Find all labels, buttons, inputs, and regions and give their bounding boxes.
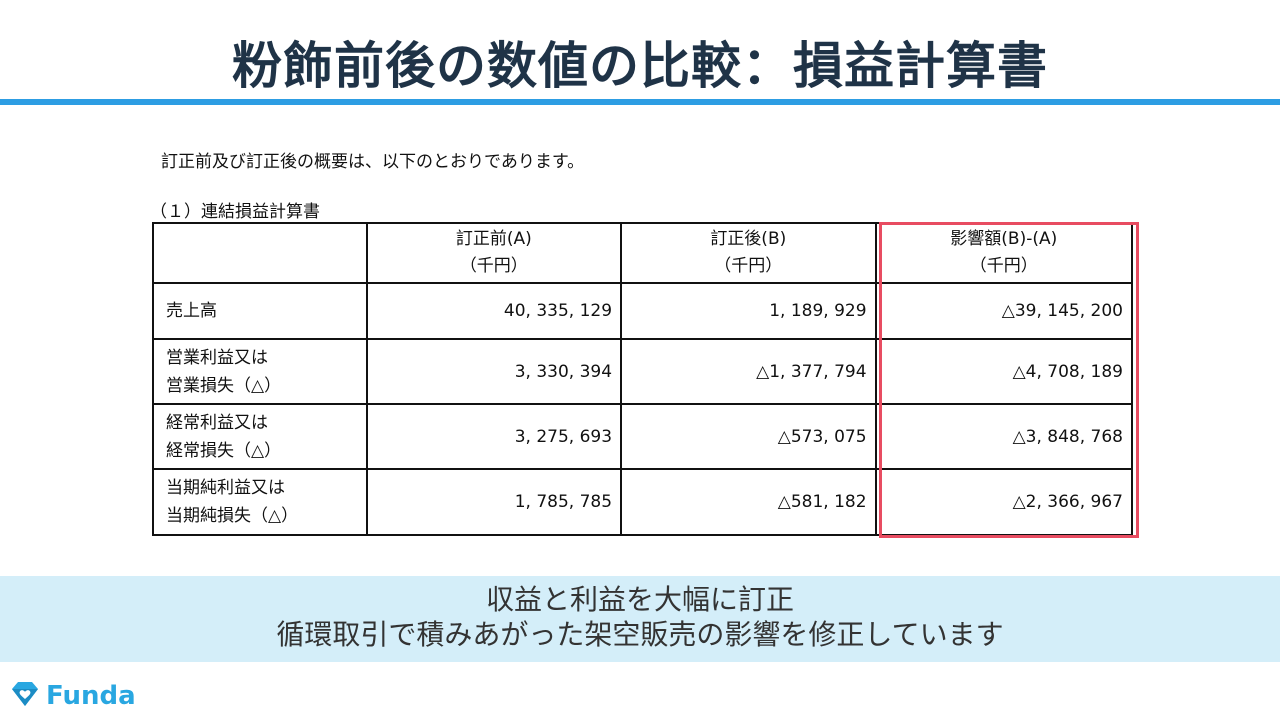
value-after: △573, 075 [620, 403, 877, 470]
row-label-line2: 営業損失（△） [166, 375, 282, 396]
header-after-unit: （千円） [714, 256, 783, 276]
header-impact: 影響額(B)-(A) （千円） [874, 222, 1134, 284]
value-after: △581, 182 [620, 468, 877, 536]
header-before-title: 訂正前(A) [455, 229, 532, 249]
header-before-unit: （千円） [459, 256, 528, 276]
row-label: 営業利益又は 営業損失（△） [152, 338, 368, 405]
header-before: 訂正前(A) （千円） [365, 222, 623, 284]
summary-banner: 収益と利益を大幅に訂正 循環取引で積みあがった架空販売の影響を修正しています [0, 576, 1280, 662]
value-impact: △3, 848, 768 [874, 403, 1134, 470]
logo-text: Funda [46, 681, 136, 711]
value-after: △1, 377, 794 [620, 338, 877, 405]
title-divider [0, 99, 1280, 105]
table-row: 売上高 40, 335, 129 1, 189, 929 △39, 145, 2… [152, 282, 1134, 340]
header-impact-unit: （千円） [969, 256, 1038, 276]
table-header-row: 訂正前(A) （千円） 訂正後(B) （千円） 影響額(B)-(A) （千円） [152, 222, 1134, 284]
row-label: 当期純利益又は 当期純損失（△） [152, 468, 368, 536]
row-label: 経常利益又は 経常損失（△） [152, 403, 368, 470]
funda-logo: Funda [10, 680, 136, 712]
value-before: 40, 335, 129 [365, 282, 623, 340]
value-impact: △4, 708, 189 [874, 338, 1134, 405]
row-label-line1: 当期純利益又は [166, 478, 285, 498]
value-before: 3, 275, 693 [365, 403, 623, 470]
banner-line-1: 収益と利益を大幅に訂正 [485, 583, 794, 616]
table-row: 営業利益又は 営業損失（△） 3, 330, 394 △1, 377, 794 … [152, 338, 1134, 405]
slide-title: 粉飾前後の数値の比較：損益計算書 [232, 37, 1048, 95]
row-label-line1: 営業利益又は [166, 347, 268, 368]
intro-text: 訂正前及び訂正後の概要は、以下のとおりであります。 [161, 152, 585, 172]
value-before: 3, 330, 394 [365, 338, 623, 405]
row-label-line1: 売上高 [166, 301, 217, 321]
row-label: 売上高 [152, 282, 368, 340]
header-after-title: 訂正後(B) [710, 229, 787, 249]
header-impact-title: 影響額(B)-(A) [950, 229, 1058, 249]
header-after: 訂正後(B) （千円） [620, 222, 877, 284]
value-after: 1, 189, 929 [620, 282, 877, 340]
row-label-line2: 経常損失（△） [166, 440, 282, 461]
row-label-line2: 当期純損失（△） [166, 506, 299, 526]
diamond-heart-icon [10, 680, 40, 712]
row-label-line1: 経常利益又は [166, 412, 268, 433]
table-row: 経常利益又は 経常損失（△） 3, 275, 693 △573, 075 △3,… [152, 403, 1134, 470]
header-blank [152, 222, 368, 284]
value-before: 1, 785, 785 [365, 468, 623, 536]
income-statement-table: 訂正前(A) （千円） 訂正後(B) （千円） 影響額(B)-(A) （千円） … [152, 222, 1134, 536]
value-impact: △2, 366, 967 [874, 468, 1134, 536]
table-row: 当期純利益又は 当期純損失（△） 1, 785, 785 △581, 182 △… [152, 468, 1134, 536]
table-caption: （１）連結損益計算書 [150, 202, 320, 222]
banner-line-2: 循環取引で積みあがった架空販売の影響を修正しています [276, 618, 1004, 651]
value-impact: △39, 145, 200 [874, 282, 1134, 340]
